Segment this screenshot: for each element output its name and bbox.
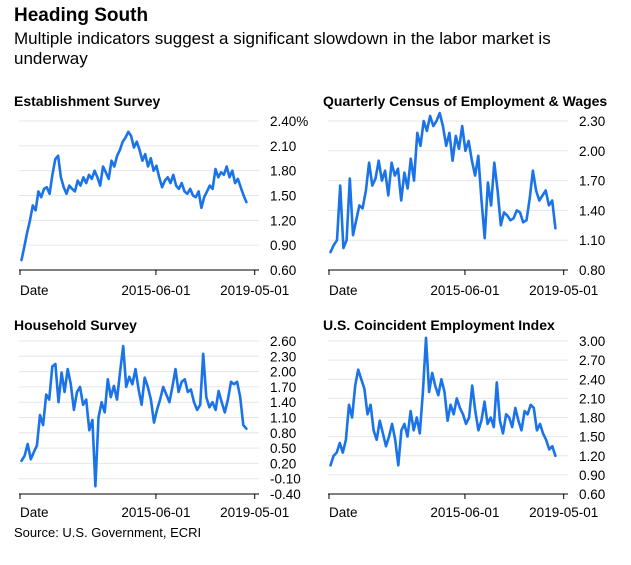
establishment-survey-panel: Establishment Survey 2.40% 2.10 1.80 1.50 1.… [14, 93, 314, 303]
x-tick-label: Date [329, 283, 358, 298]
panel-title: Quarterly Census of Employment & Wages [323, 93, 608, 109]
y-tick-label: 0.60 [579, 487, 605, 502]
x-tick-label: Date [329, 505, 358, 520]
y-tick-label: 0.50 [270, 441, 296, 456]
y-tick-label: 1.70 [579, 174, 605, 189]
series-line [329, 111, 557, 254]
x-tick-label: 2015-06-01 [430, 283, 499, 298]
coincident-employment-chart: 3.00 2.70 2.40 2.10 1.80 1.50 1.20 0.90 0.60 Date… [328, 334, 605, 520]
y-tick-label: 2.40% [270, 114, 308, 129]
series-line [329, 336, 557, 467]
x-tick-label: 2019-05-01 [529, 505, 598, 520]
y-tick-label: 2.60 [270, 334, 296, 349]
y-tick-label: 1.40 [270, 395, 296, 410]
y-tick-label: 1.50 [270, 189, 296, 204]
x-tick-label: Date [20, 283, 49, 298]
y-tick-label: 0.80 [579, 263, 605, 278]
y-tick-label: 2.00 [579, 144, 605, 159]
y-tick-label: 1.10 [270, 411, 296, 426]
x-tick-label: 2015-06-01 [121, 505, 190, 520]
y-tick-label: 2.40 [579, 372, 605, 387]
y-tick-label: 0.20 [270, 456, 296, 471]
y-tick-label: 0.90 [579, 468, 605, 483]
y-tick-label: 2.30 [579, 114, 605, 129]
establishment-survey-chart: 2.40% 2.10 1.80 1.50 1.20 0.90 0.60 Date 2015-06… [19, 114, 308, 298]
y-tick-label: 1.10 [579, 233, 605, 248]
y-tick-label: 1.40 [579, 203, 605, 218]
y-tick-label: 0.90 [270, 238, 296, 253]
y-tick-label: 2.70 [579, 353, 605, 368]
x-tick-label: 2019-05-01 [220, 505, 289, 520]
source-note: Source: U.S. Government, ECRI [14, 525, 202, 540]
coincident-employment-panel: U.S. Coincident Employment Index 3.00 2.7… [323, 317, 623, 522]
x-tick-label: Date [20, 505, 49, 520]
y-tick-label: 3.00 [579, 334, 605, 349]
y-tick-label: 0.80 [270, 426, 296, 441]
y-tick-label: 1.20 [579, 449, 605, 464]
panel-title: U.S. Coincident Employment Index [323, 317, 555, 333]
qcew-chart: 2.30 2.00 1.70 1.40 1.10 0.80 Date 2015-06-01 20… [328, 111, 605, 298]
x-tick-label: 2019-05-01 [529, 283, 598, 298]
y-tick-label: 0.60 [270, 263, 296, 278]
y-tick-label: 2.10 [579, 391, 605, 406]
page-subtitle: Multiple indicators suggest a significan… [14, 29, 551, 68]
y-tick-label: 2.00 [270, 365, 296, 380]
y-tick-label: 2.10 [270, 139, 296, 154]
panel-title: Household Survey [14, 317, 137, 333]
y-tick-label: 2.30 [270, 349, 296, 364]
y-tick-label: -0.40 [270, 487, 301, 502]
y-tick-label: 1.20 [270, 213, 296, 228]
y-tick-label: 1.80 [579, 411, 605, 426]
qcew-panel: Quarterly Census of Employment & Wages 2… [323, 93, 623, 303]
series-line [20, 130, 248, 262]
y-tick-label: 1.80 [270, 164, 296, 179]
household-survey-panel: Household Survey 2.60 2.30 2.00 1.70 1.40 1.1… [14, 317, 314, 522]
x-tick-label: 2015-06-01 [430, 505, 499, 520]
page-title: Heading South [14, 5, 149, 26]
y-tick-label: 1.50 [579, 430, 605, 445]
series-line [20, 344, 248, 488]
y-tick-label: 1.70 [270, 380, 296, 395]
panel-title: Establishment Survey [14, 93, 161, 109]
x-tick-label: 2015-06-01 [121, 283, 190, 298]
x-tick-label: 2019-05-01 [220, 283, 289, 298]
y-tick-label: -0.10 [270, 472, 301, 487]
household-survey-chart: 2.602.302.001.701.401.100.800.500.20-0.1… [19, 334, 301, 520]
